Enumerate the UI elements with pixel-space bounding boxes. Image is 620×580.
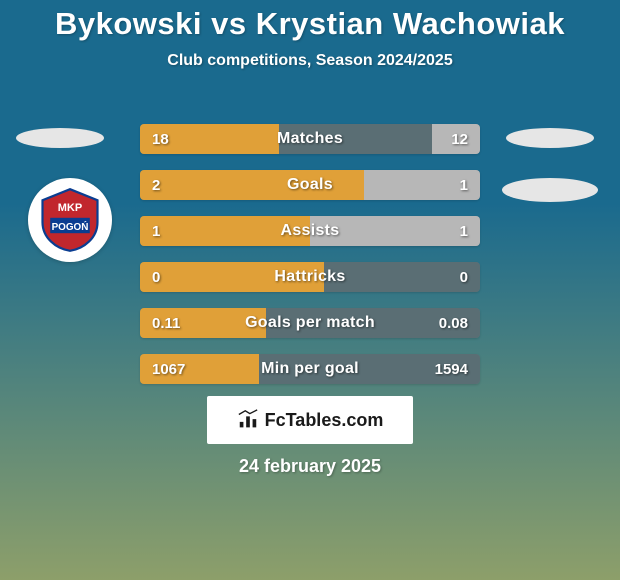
team-badge-inner: MKP POGOŃ: [36, 186, 103, 253]
stat-row: Goals2 1: [140, 170, 480, 200]
team-left-badge: MKP POGOŃ: [28, 178, 112, 262]
player-right-placeholder-icon: [506, 128, 594, 148]
content-root: Bykowski vs Krystian Wachowiak Club comp…: [0, 0, 620, 580]
stat-label: Hattricks: [140, 262, 480, 292]
footer-logo-text: FcTables.com: [265, 410, 384, 431]
stat-label: Goals per match: [140, 308, 480, 338]
stat-value-left: 0: [152, 262, 160, 292]
stat-value-right: 0: [460, 262, 468, 292]
stat-row: Assists1 1: [140, 216, 480, 246]
comparison-title: Bykowski vs Krystian Wachowiak: [55, 6, 565, 42]
stat-value-left: 0.11: [152, 308, 180, 338]
shield-icon: MKP POGOŃ: [37, 187, 103, 253]
team-right-placeholder-icon: [502, 178, 598, 202]
stat-bars: Matches1812Goals21Assists11Hattricks00Go…: [140, 124, 480, 400]
stat-value-left: 1: [152, 216, 160, 246]
stat-value-left: 1067: [152, 354, 185, 384]
stat-row: Min per goal1067 1594: [140, 354, 480, 384]
stat-label: Min per goal: [140, 354, 480, 384]
fctables-logo: FcTables.com: [207, 396, 413, 444]
comparison-subtitle: Club competitions, Season 2024/2025: [167, 52, 452, 70]
badge-top-label: MKP: [58, 202, 82, 214]
stat-label: Matches: [140, 124, 480, 154]
stat-row: Matches18 12: [140, 124, 480, 154]
stat-value-left: 2: [152, 170, 160, 200]
stat-value-left: 18: [152, 124, 169, 154]
stat-row: Hattricks0 0: [140, 262, 480, 292]
player-left-placeholder-icon: [16, 128, 104, 148]
stat-value-right: 1: [460, 216, 468, 246]
stat-label: Goals: [140, 170, 480, 200]
footer-date: 24 february 2025: [0, 456, 620, 477]
stat-value-right: 12: [451, 124, 468, 154]
stat-label: Assists: [140, 216, 480, 246]
chart-icon: [237, 409, 259, 431]
stat-value-right: 1: [460, 170, 468, 200]
stat-value-right: 1594: [435, 354, 468, 384]
stat-row: Goals per match0.11 0.08: [140, 308, 480, 338]
badge-bottom-label: POGOŃ: [52, 222, 89, 233]
stat-value-right: 0.08: [439, 308, 468, 338]
